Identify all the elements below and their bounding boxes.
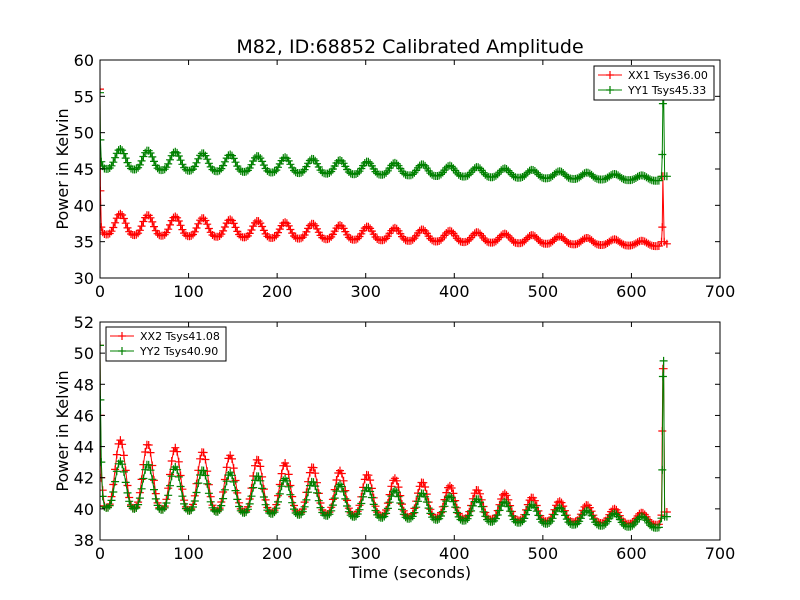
y-tick-label: 44 bbox=[74, 438, 94, 457]
y-tick-label: 42 bbox=[74, 469, 94, 488]
legend-entry: XX2 Tsys41.08 bbox=[140, 330, 220, 343]
y-tick-label: 50 bbox=[74, 124, 94, 143]
y-tick-label: 38 bbox=[74, 531, 94, 550]
legend-entry: XX1 Tsys36.00 bbox=[628, 69, 708, 82]
y-tick-label: 35 bbox=[74, 233, 94, 252]
series-xx1 bbox=[100, 85, 671, 251]
legend-marker bbox=[118, 347, 126, 355]
series-yy1 bbox=[100, 85, 671, 185]
series-markers bbox=[100, 341, 671, 529]
y-axis-label: Power in Kelvin bbox=[53, 108, 72, 229]
x-axis-label: Time (seconds) bbox=[348, 563, 471, 582]
legend-box bbox=[593, 65, 715, 101]
x-tick-label: 700 bbox=[705, 544, 736, 563]
panel-2: 0 100 200 300 400 500 600 700 38 40 42 44 46 48 50 52 Po… bbox=[53, 313, 735, 582]
x-tick-label: 200 bbox=[262, 282, 293, 301]
plot-frame bbox=[99, 321, 721, 541]
legend-marker bbox=[606, 71, 614, 79]
y-tick-label: 52 bbox=[74, 313, 94, 332]
x-tick-label: 300 bbox=[350, 282, 381, 301]
x-tick-label: 100 bbox=[173, 544, 204, 563]
series-line bbox=[100, 89, 667, 182]
legend: XX2 Tsys41.08 YY2 Tsys40.90 bbox=[105, 326, 227, 362]
x-tick-label: 500 bbox=[528, 544, 559, 563]
x-tick-label: 400 bbox=[439, 282, 470, 301]
x-tick-label: 600 bbox=[616, 282, 647, 301]
y-tick-label: 30 bbox=[74, 269, 94, 288]
y-tick-label: 45 bbox=[74, 160, 94, 179]
x-tick-label: 400 bbox=[439, 544, 470, 563]
legend-box bbox=[105, 326, 227, 362]
x-tick-label: 0 bbox=[95, 282, 105, 301]
x-tick-label: 500 bbox=[528, 282, 559, 301]
panel-1: 0 100 200 300 400 500 600 700 30 35 40 45 50 55 60 Powe… bbox=[53, 51, 735, 301]
x-tick-label: 300 bbox=[350, 544, 381, 563]
series-markers bbox=[100, 85, 671, 185]
series-line bbox=[100, 345, 667, 526]
y-tick-label: 55 bbox=[74, 87, 94, 106]
y-tick-label: 46 bbox=[74, 406, 94, 425]
x-tick-label: 600 bbox=[616, 544, 647, 563]
y-tick-label: 60 bbox=[74, 51, 94, 70]
y-tick-label: 40 bbox=[74, 500, 94, 519]
x-tick-label: 0 bbox=[95, 544, 105, 563]
y-axis-label: Power in Kelvin bbox=[53, 370, 72, 491]
series-markers bbox=[100, 85, 671, 251]
legend-marker bbox=[118, 332, 126, 340]
x-tick-label: 200 bbox=[262, 544, 293, 563]
y-tick-label: 50 bbox=[74, 344, 94, 363]
series-yy2 bbox=[100, 341, 671, 532]
x-tick-label: 700 bbox=[705, 282, 736, 301]
legend-entry: YY1 Tsys45.33 bbox=[627, 84, 706, 97]
legend-marker bbox=[606, 86, 614, 94]
series-markers bbox=[100, 341, 671, 532]
series-xx2 bbox=[100, 341, 671, 529]
x-tick-label: 100 bbox=[173, 282, 204, 301]
y-tick-label: 40 bbox=[74, 196, 94, 215]
legend: XX1 Tsys36.00 YY1 Tsys45.33 bbox=[593, 65, 715, 101]
legend-entry: YY2 Tsys40.90 bbox=[139, 345, 218, 358]
y-tick-label: 48 bbox=[74, 375, 94, 394]
chart-title: M82, ID:68852 Calibrated Amplitude bbox=[236, 36, 583, 58]
